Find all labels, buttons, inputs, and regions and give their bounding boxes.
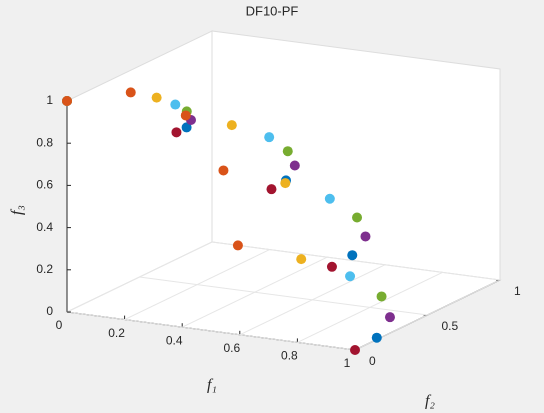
point (218, 165, 229, 176)
grid-line (139, 276, 428, 316)
point (324, 193, 335, 204)
y-tick-label: 1 (514, 284, 521, 298)
point (170, 99, 181, 110)
z-tick-label: 0.4 (36, 220, 53, 234)
point (296, 254, 307, 265)
point (180, 110, 191, 121)
x-tick-label: 0.6 (223, 341, 240, 355)
point (360, 231, 371, 242)
x-axis-label: f₁ (207, 377, 217, 394)
x-tick-label: 1 (344, 356, 351, 370)
z-tick-label: 1 (46, 93, 53, 107)
point (125, 87, 136, 98)
point (384, 312, 395, 323)
y-axis-label: f₂ (425, 393, 435, 410)
point (371, 332, 382, 343)
x-tick-label: 0.2 (108, 326, 125, 340)
point (226, 120, 237, 131)
z-tick-label: 0 (46, 304, 53, 318)
point (62, 96, 72, 106)
point (264, 132, 275, 143)
x-tick-label: 0 (56, 318, 63, 332)
point (282, 146, 293, 157)
back-wall-right (211, 30, 501, 281)
z-tick-label: 0.6 (36, 178, 53, 192)
z-tick-label: 0.2 (36, 262, 53, 276)
point (181, 122, 192, 133)
chart-title: DF10-PF (246, 3, 299, 18)
point (376, 291, 387, 302)
point (350, 345, 360, 355)
point (151, 92, 162, 103)
grid-line (66, 311, 356, 351)
z-axis-label: f₃ (9, 205, 26, 215)
y-tick-label: 0 (369, 354, 376, 368)
point (352, 212, 363, 223)
x-tick-label: 0.8 (281, 349, 298, 363)
z-tick-label: 0.8 (36, 135, 53, 149)
point (289, 160, 300, 171)
point (347, 250, 358, 261)
point (280, 178, 291, 189)
point (266, 184, 277, 195)
point (232, 240, 243, 251)
x-tick-label: 0.4 (166, 333, 183, 347)
point (326, 261, 337, 272)
grid-line (211, 241, 501, 281)
point (345, 271, 356, 282)
point (171, 127, 182, 138)
y-tick-label: 0.5 (442, 319, 459, 333)
